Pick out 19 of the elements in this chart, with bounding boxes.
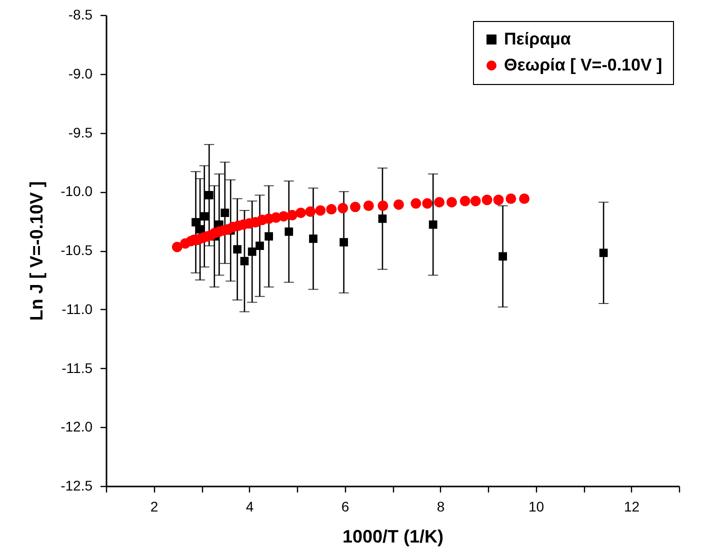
- y-tick-label: -12.5: [60, 478, 93, 494]
- y-tick-label: -10.5: [60, 242, 93, 258]
- x-tick-label: 2: [150, 498, 158, 514]
- x-tick-label: 12: [624, 498, 640, 514]
- legend-label: Θεωρία [ V=-0.10V ]: [504, 56, 662, 74]
- y-tick-label: -9.5: [68, 124, 93, 140]
- y-axis-title: Ln J [ V=-0.10V ]: [26, 181, 47, 321]
- y-tick-label: -10.0: [60, 183, 93, 200]
- y-tick-label: -12.0: [60, 418, 93, 435]
- x-tick-label: 8: [436, 498, 445, 514]
- legend-label: Πείραμα: [504, 30, 572, 48]
- y-tick-label: -11.5: [62, 360, 93, 376]
- y-tick-label: -11.0: [62, 300, 93, 317]
- x-tick-label: 4: [246, 498, 254, 514]
- y-tick-label: -8.5: [68, 6, 93, 22]
- y-tick-label: -9.0: [68, 65, 93, 82]
- x-axis-title: 1000/T (1/K): [342, 526, 444, 546]
- x-tick-label: 10: [528, 498, 544, 514]
- x-tick-label: 6: [341, 498, 350, 514]
